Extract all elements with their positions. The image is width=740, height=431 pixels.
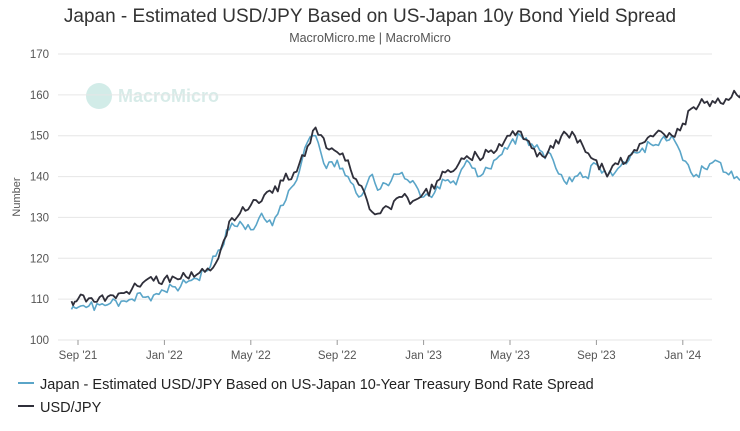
macromicro-logo-icon	[86, 83, 112, 109]
legend-label-estimated: Japan - Estimated USD/JPY Based on US-Ja…	[40, 377, 594, 393]
x-tick-label: Jan '24	[664, 350, 701, 362]
y-tick-label: 120	[30, 253, 49, 265]
chart-subtitle: MacroMicro.me | MacroMicro	[289, 31, 451, 45]
y-tick-label: 170	[30, 49, 49, 61]
legend-swatch-estimated	[18, 382, 34, 385]
y-axis-ticks: 100 110 120 130 140 150 160 170	[30, 49, 49, 347]
series-lines	[70, 87, 740, 312]
watermark: MacroMicro	[86, 83, 219, 109]
y-tick-label: 130	[30, 212, 49, 224]
grid-lines	[58, 53, 712, 341]
legend-swatch-usdjpy	[18, 405, 34, 408]
series-line-estimated[interactable]	[70, 132, 740, 312]
y-tick-label: 140	[30, 172, 49, 184]
watermark-text: MacroMicro	[118, 85, 220, 106]
x-tick-label: May '22	[231, 350, 271, 362]
x-tick-label: Jan '22	[146, 350, 183, 362]
x-tick-label: Sep '23	[577, 350, 616, 362]
x-axis-ticks: Sep '21 Jan '22 May '22 Sep '22 Jan '23 May '…	[59, 340, 702, 362]
legend-item-estimated[interactable]: Japan - Estimated USD/JPY Based on US-Ja…	[18, 377, 594, 393]
x-tick-label: Sep '21	[59, 350, 98, 362]
series-line-usdjpy[interactable]	[70, 87, 740, 307]
y-tick-label: 110	[31, 294, 49, 306]
x-tick-label: Sep '22	[318, 350, 357, 362]
x-tick-label: May '23	[490, 350, 530, 362]
y-tick-label: 100	[30, 335, 49, 347]
y-tick-label: 150	[30, 131, 49, 143]
y-tick-label: 160	[30, 90, 49, 102]
chart-title: Japan - Estimated USD/JPY Based on US-Ja…	[63, 6, 677, 27]
legend-label-usdjpy: USD/JPY	[40, 400, 102, 416]
y-axis-label: Number	[11, 177, 23, 216]
x-tick-label: Jan '23	[405, 350, 442, 362]
legend-item-usdjpy[interactable]: USD/JPY	[18, 400, 101, 416]
